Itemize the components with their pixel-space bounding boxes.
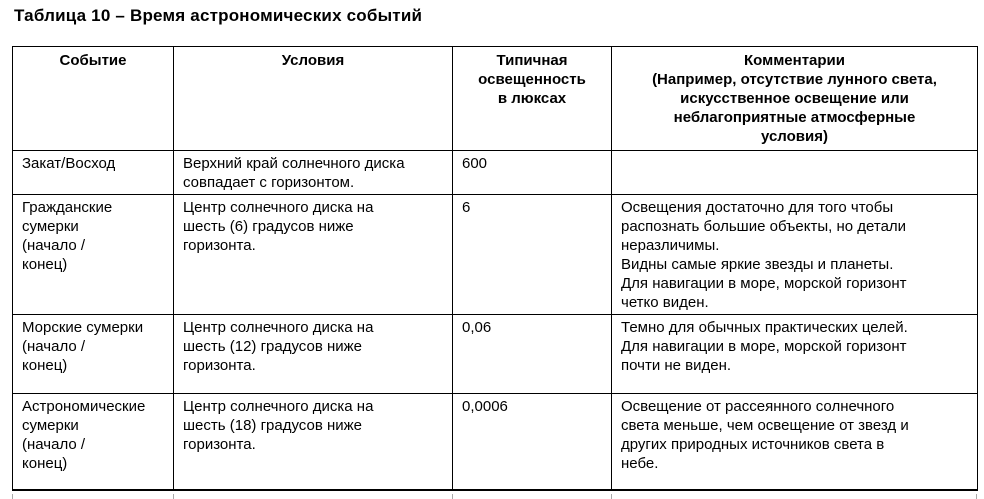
column-header-conditions: Условия — [173, 46, 453, 151]
column-header-comments: Комментарии (Например, отсутствие лунног… — [611, 46, 978, 151]
cell-conditions: Центр солнечного диска на шесть (18) гра… — [173, 393, 453, 490]
continuation-row-border — [452, 494, 453, 499]
continuation-row-border — [12, 494, 13, 499]
table-row-sunset-sunrise: Закат/Восход Верхний край солнечного дис… — [12, 150, 978, 195]
cell-comments: Темно для обычных практических целей. Дл… — [611, 314, 978, 394]
header-row: Событие Условия Типичная освещенность в … — [12, 46, 978, 151]
continuation-row-border — [976, 494, 977, 499]
continuation-row-border — [173, 494, 174, 499]
continuation-row-border — [611, 494, 612, 499]
cell-illuminance: 6 — [452, 194, 612, 315]
cell-illuminance: 600 — [452, 150, 612, 195]
cell-comments: Освещение от рассеянного солнечного свет… — [611, 393, 978, 490]
column-header-illuminance: Типичная освещенность в люксах — [452, 46, 612, 151]
cell-event: Закат/Восход — [12, 150, 174, 195]
column-header-event: Событие — [12, 46, 174, 151]
cell-event: Астрономические сумерки (начало / конец) — [12, 393, 174, 490]
cell-event: Гражданские сумерки (начало / конец) — [12, 194, 174, 315]
table-row-astronomical-twilight: Астрономические сумерки (начало / конец)… — [12, 393, 978, 490]
cell-conditions: Центр солнечного диска на шесть (6) град… — [173, 194, 453, 315]
table-row-civil-twilight: Гражданские сумерки (начало / конец) Цен… — [12, 194, 978, 315]
cell-conditions: Верхний край солнечного диска совпадает … — [173, 150, 453, 195]
cell-illuminance: 0,06 — [452, 314, 612, 394]
table-caption: Таблица 10 – Время астрономических событ… — [14, 6, 423, 25]
table-row-nautical-twilight: Морские сумерки (начало / конец) Центр с… — [12, 314, 978, 394]
cell-event: Морские сумерки (начало / конец) — [12, 314, 174, 394]
cell-conditions: Центр солнечного диска на шесть (12) гра… — [173, 314, 453, 394]
cell-illuminance: 0,0006 — [452, 393, 612, 490]
astronomical-events-table: Событие Условия Типичная освещенность в … — [12, 46, 978, 491]
cell-comments — [611, 150, 978, 195]
cell-comments: Освещения достаточно для того чтобы расп… — [611, 194, 978, 315]
